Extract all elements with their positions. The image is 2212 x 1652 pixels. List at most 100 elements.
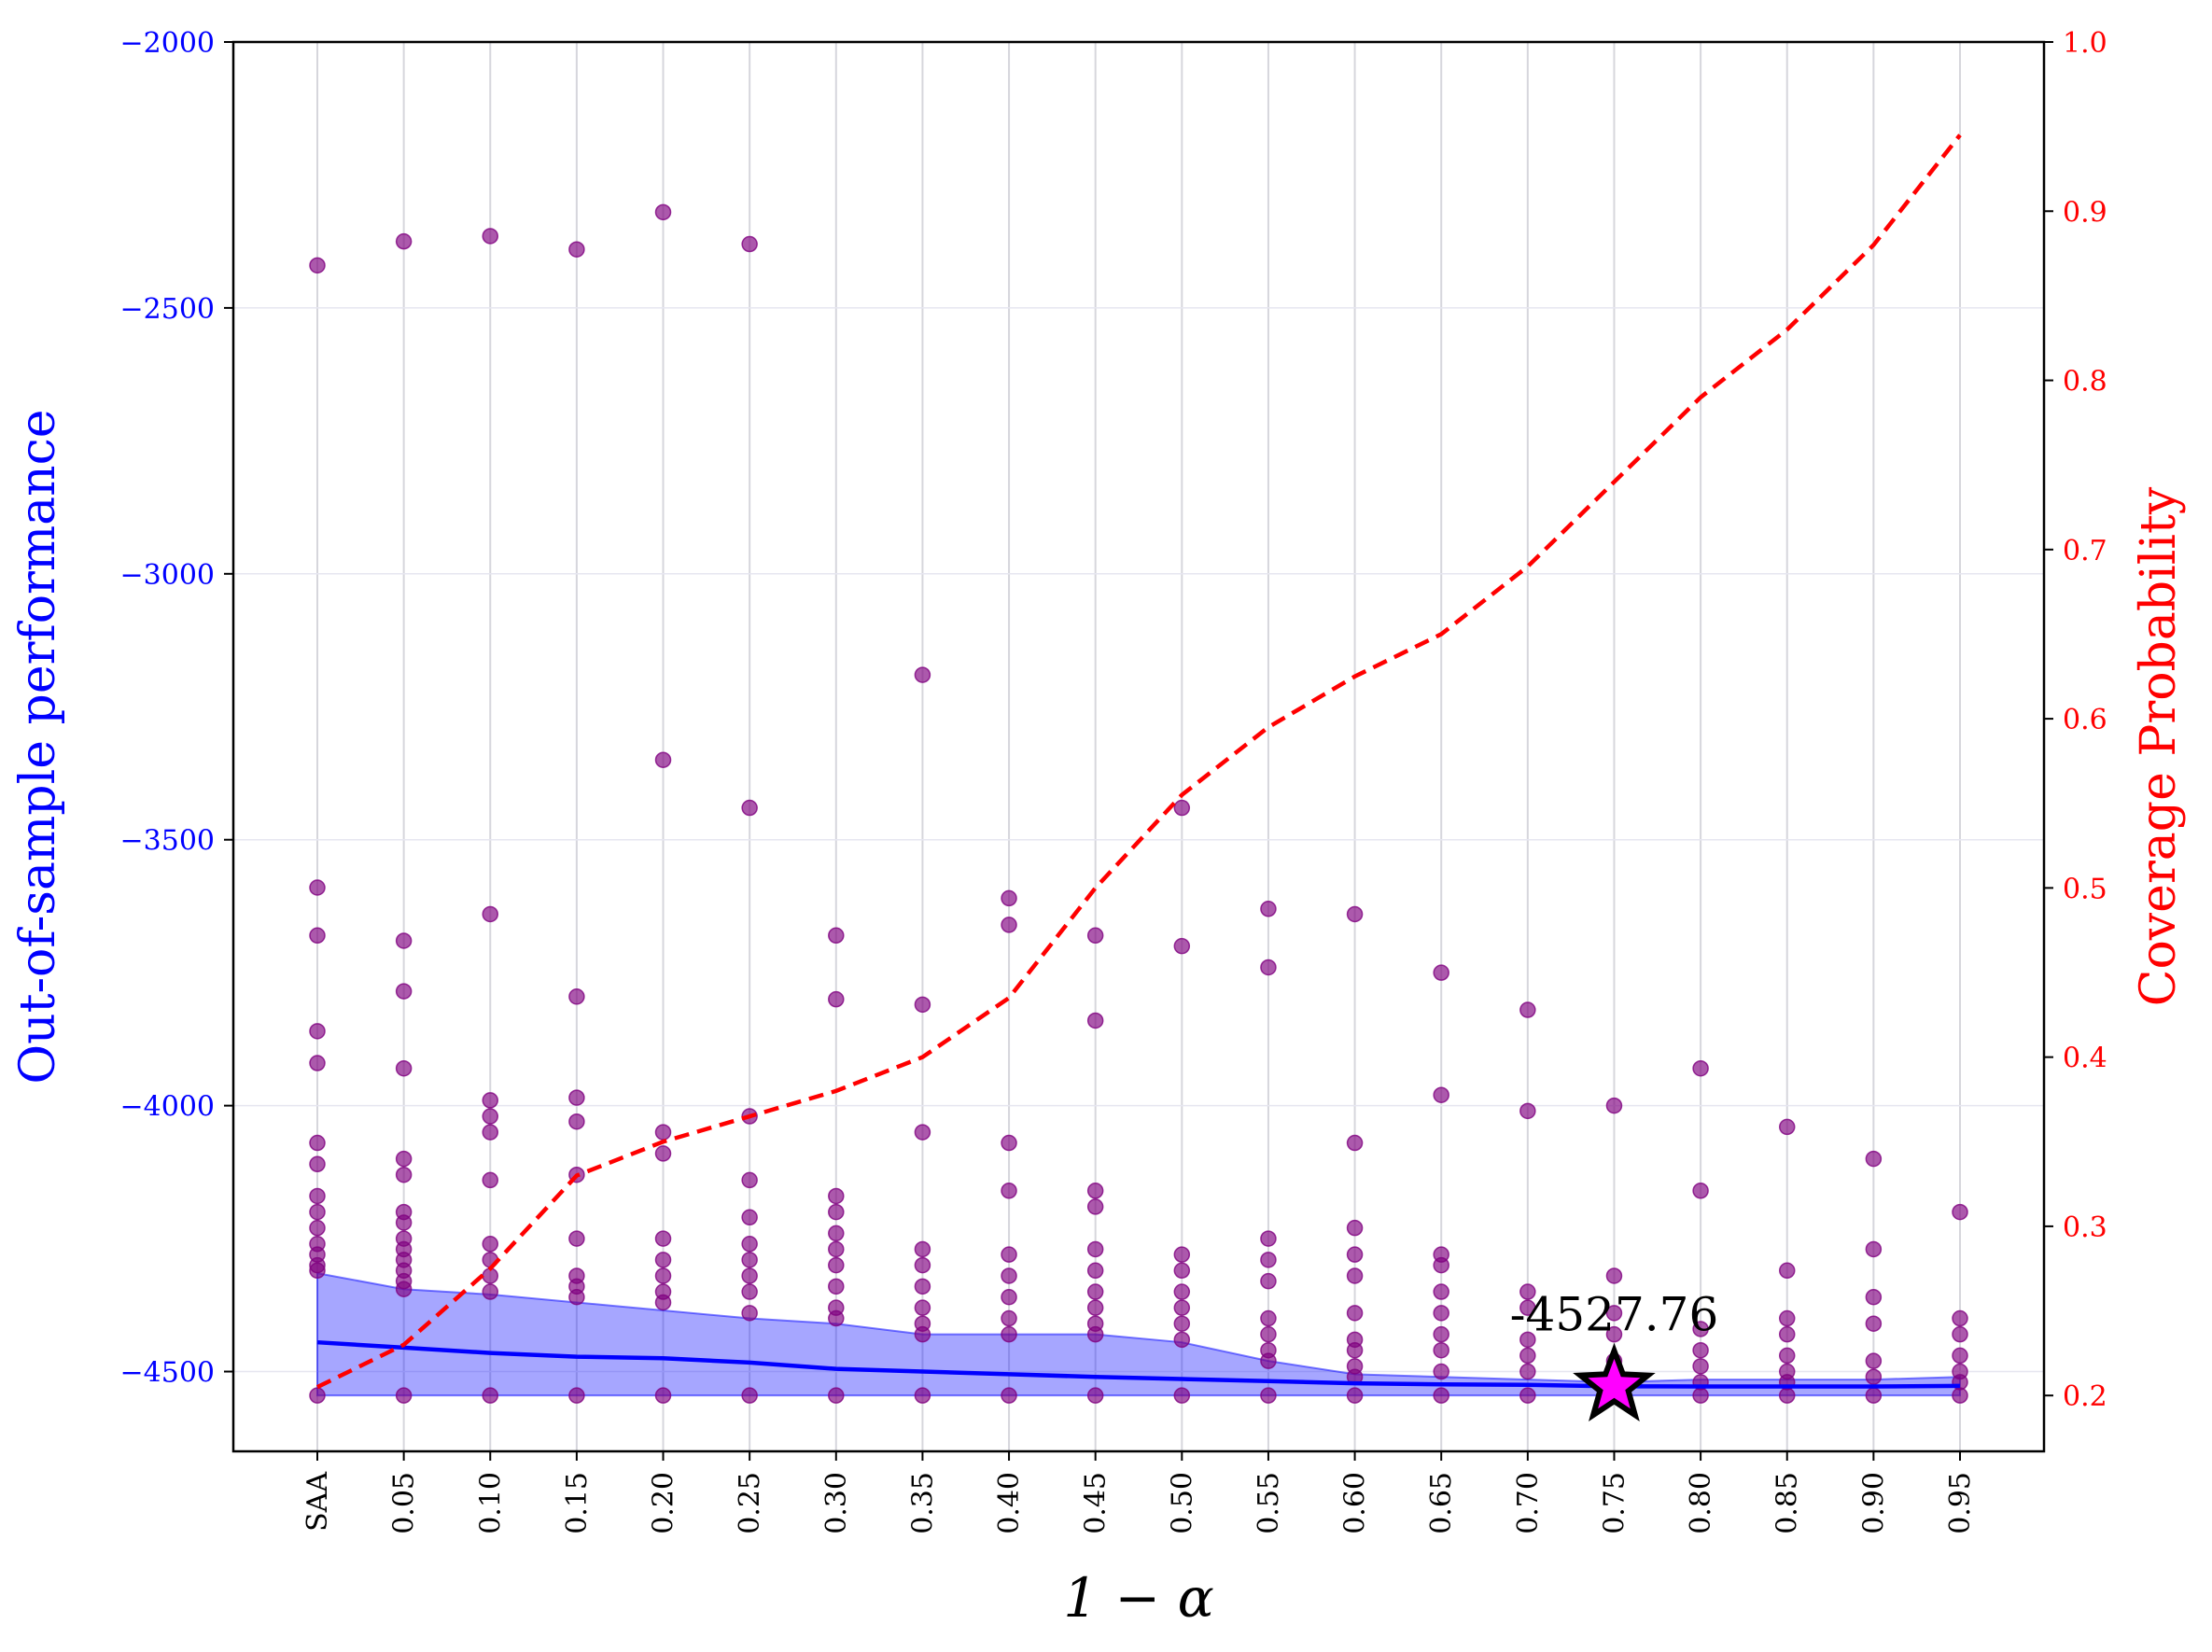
scatter-point [1952,1309,1968,1327]
scatter-point [395,232,413,250]
scatter-point [741,1252,758,1268]
plot-frame [231,40,2046,1453]
scatter-point [741,1283,758,1300]
right-tick-label: 0.7 [2063,535,2107,567]
scatter-point [1778,1118,1796,1136]
scatter-point [1433,964,1449,981]
scatter-point [654,1252,672,1268]
left-tick-label: −2000 [120,27,215,60]
x-tick-label: 0.90 [1857,1472,1890,1534]
left-tick-label: −3000 [120,559,215,592]
scatter-point [741,1387,758,1404]
scatter-point [1173,1246,1191,1263]
scatter-point [1519,1102,1536,1120]
scatter-point [1519,1001,1536,1018]
grid-lines [233,41,2044,1451]
scatter-point [1173,799,1191,817]
annotation-label: -4527.76 [1510,1287,1719,1341]
left-tick-label: −4000 [120,1091,215,1124]
scatter-point [914,1240,931,1258]
right-tick-label: 0.3 [2063,1211,2107,1244]
scatter-point [568,241,585,258]
scatter-point [309,1023,326,1040]
scatter-point [828,927,845,945]
scatter-point [1778,1309,1796,1327]
x-tick-label: 0.25 [734,1472,766,1534]
scatter-point [1086,1299,1104,1316]
x-axis-label: 1 − α [1063,1566,1214,1630]
coverage-polyline [316,133,1962,1390]
x-tick-label: SAA [301,1472,334,1532]
scatter-point [1086,1283,1104,1300]
scatter-point [309,257,326,274]
y-axis-label-left: Out-of-sample performance [10,409,66,1084]
scatter-point [1346,905,1364,923]
scatter-point [914,1325,931,1343]
scatter-point [828,1203,845,1221]
x-tick-label: 0.30 [820,1472,853,1534]
scatter-point [395,932,413,949]
scatter-point [309,1219,326,1237]
scatter-point [1692,1341,1709,1359]
annotation: -4527.76 [1510,1287,1719,1422]
scatter-point [654,1124,672,1141]
x-tick-label: 0.15 [561,1472,594,1534]
scatter-point [1260,1352,1277,1369]
scatter-point [1692,1387,1709,1404]
scatter-point [1865,1368,1883,1385]
right-tick-label: 0.8 [2063,366,2107,399]
scatter-point [1605,1325,1623,1343]
scatter-point [1519,1387,1536,1404]
scatter-point [654,1230,672,1247]
scatter-point [1433,1256,1449,1274]
scatter-point [1519,1347,1536,1365]
scatter-point [1001,1267,1017,1284]
scatter-point [1173,1283,1191,1300]
scatter-point [395,1059,413,1077]
scatter-point [309,1387,326,1404]
scatter-point [1952,1203,1968,1221]
scatter-point [1692,1059,1709,1077]
scatter-point [482,1387,499,1404]
scatter-point [1778,1325,1796,1343]
x-tick-label: 0.45 [1080,1472,1113,1534]
x-tick-label: 0.05 [388,1472,421,1534]
star-marker [1573,1342,1656,1422]
scatter-point [1260,959,1277,976]
scatter-point [1519,1363,1536,1380]
scatter-point [654,1294,672,1311]
scatter-point [1346,1246,1364,1263]
scatter-point [828,1309,845,1327]
x-tick-label: 0.65 [1425,1472,1458,1534]
scatter-point [482,1236,499,1253]
scatter-point [1605,1097,1623,1114]
x-tick-label: 0.75 [1598,1472,1631,1534]
scatter-point [1086,1198,1104,1215]
scatter-point [1173,1387,1191,1404]
right-tick-label: 0.6 [2063,704,2107,736]
scatter-point [568,1387,585,1404]
scatter-point [1433,1341,1449,1359]
scatter-point [741,1209,758,1226]
scatter-point [1001,1387,1017,1404]
scatter-point [741,1267,758,1284]
scatter-point [1001,1289,1017,1306]
scatter-point [1692,1321,1709,1337]
x-tick-label: 0.40 [993,1472,1026,1534]
left-tick-label: −4500 [120,1357,215,1390]
scatter-point [828,1240,845,1258]
scatter-point [395,1150,413,1168]
scatter-point [1001,1183,1017,1199]
x-axis-ticks: SAA 0.05 0.10 0.15 0.20 0.25 0.30 0.35 0.40 0.45 0… [301,1451,1977,1534]
x-tick-label: 0.20 [648,1472,680,1534]
scatter-point [1433,1363,1449,1380]
scatter-point [482,1124,499,1141]
scatter-point [1086,1240,1104,1258]
scatter-point [1086,1325,1104,1343]
scatter-point [914,996,931,1014]
scatter-point [568,1289,585,1306]
scatter-point [654,751,672,768]
scatter-point [741,1171,758,1189]
scatter-point [1952,1387,1968,1404]
scatter-point [654,203,672,221]
